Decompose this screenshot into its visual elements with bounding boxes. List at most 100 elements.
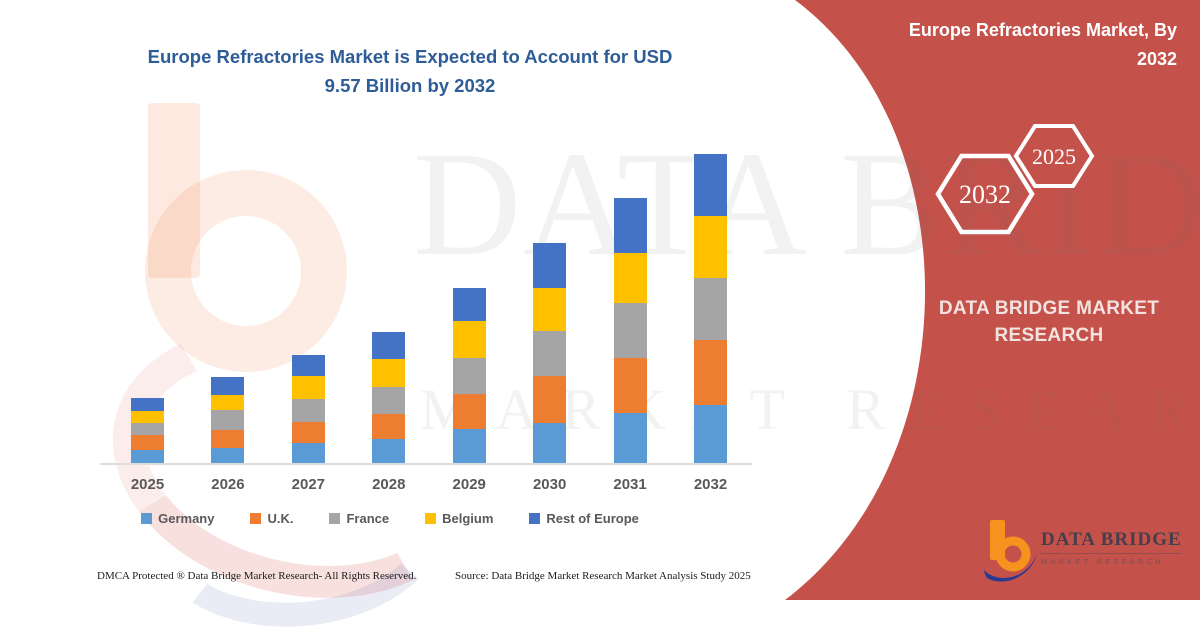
- stacked-bar-2029: [452, 288, 486, 465]
- legend-item-germany: Germany: [141, 511, 214, 526]
- bar-segment-2032-germany: [694, 405, 727, 465]
- bar-segment-2029-belgium: [452, 321, 486, 358]
- bar-segment-2025-france: [131, 423, 164, 435]
- data-bridge-logo-icon: [984, 520, 1037, 582]
- bar-segment-2029-rest-of-europe: [452, 288, 486, 321]
- chart-title-line2: 9.57 Billion by 2032: [324, 75, 496, 96]
- bar-segment-2027-rest-of-europe: [291, 355, 325, 376]
- legend-label: Germany: [158, 511, 215, 526]
- legend-swatch: [425, 513, 437, 524]
- panel-title: Europe Refractories Market, By 2032: [847, 16, 1177, 74]
- x-tick-2030: 2030: [532, 476, 567, 493]
- bar-segment-2027-u-k-: [291, 422, 325, 443]
- legend-label: Belgium: [442, 511, 494, 526]
- bar-segment-2032-u-k-: [694, 340, 727, 405]
- bar-segment-2029-france: [452, 358, 486, 394]
- bar-segment-2031-u-k-: [613, 358, 647, 413]
- hexagon-2032: [935, 153, 1035, 235]
- stacked-bar-2030: [533, 243, 567, 465]
- chart-area: Europe Refractories Market is Expected t…: [97, 42, 752, 582]
- hexagon-2025-label: 2025: [1032, 144, 1076, 169]
- bar-segment-2031-germany: [613, 413, 647, 465]
- chart-title-line1: Europe Refractories Market is Expected t…: [147, 46, 673, 67]
- chart-legend: Germany U.K. France Belgium Rest of Europe: [100, 511, 680, 526]
- x-axis-line: [100, 463, 752, 465]
- x-tick-2028: 2028: [372, 476, 406, 493]
- right-panel: Europe Refractories Market, By 2032 2032…: [847, 16, 1183, 586]
- bar-segment-2030-belgium: [533, 288, 567, 331]
- legend-swatch: [141, 513, 153, 524]
- footer-source-text: Source: Data Bridge Market Research Mark…: [455, 570, 751, 582]
- bar-segment-2031-rest-of-europe: [613, 198, 647, 253]
- legend-label: U.K.: [267, 511, 294, 526]
- stacked-bar-2026: [211, 377, 245, 465]
- bar-segment-2028-belgium: [372, 359, 406, 387]
- bar-segment-2026-france: [211, 410, 245, 430]
- panel-title-line2: 2032: [1136, 49, 1177, 69]
- x-tick-2026: 2026: [211, 476, 245, 493]
- bar-segment-2032-belgium: [694, 216, 727, 278]
- bar-segment-2031-belgium: [613, 253, 647, 303]
- footer-dmca-text: DMCA Protected ® Data Bridge Market Rese…: [97, 570, 417, 582]
- panel-title-line1: Europe Refractories Market, By: [908, 20, 1177, 40]
- panel-brand-line2: RESEARCH: [994, 325, 1104, 346]
- year-hexagons: 2032 2025: [935, 124, 1095, 235]
- bar-segment-2032-rest-of-europe: [694, 154, 727, 216]
- legend-item-france: France: [329, 511, 389, 526]
- x-tick-2027: 2027: [291, 476, 326, 493]
- x-axis-labels: 2025 2026 2027 2028 2029 2030 2031 2032: [131, 476, 727, 496]
- bar-segment-2027-france: [291, 399, 325, 422]
- logo-name: DATA BRIDGE: [1041, 529, 1181, 554]
- bar-segment-2028-france: [372, 387, 406, 414]
- bar-segment-2031-france: [613, 303, 647, 358]
- chart-plot: [131, 150, 727, 465]
- stacked-bar-2028: [372, 332, 406, 465]
- right-panel-shape: [785, 0, 1200, 600]
- legend-swatch: [250, 513, 262, 524]
- legend-item-rest-of-europe: Rest of Europe: [529, 511, 639, 526]
- bar-segment-2027-germany: [291, 443, 325, 465]
- logo-tagline: MARKET RESEARCH: [1041, 557, 1164, 566]
- bar-segment-2032-france: [694, 278, 727, 340]
- bar-segment-2030-rest-of-europe: [533, 243, 567, 288]
- bar-segment-2029-germany: [452, 429, 486, 465]
- legend-item-belgium: Belgium: [425, 511, 493, 526]
- data-bridge-logo: DATA BRIDGE MARKET RESEARCH: [983, 520, 1183, 586]
- hexagon-2032-label: 2032: [959, 180, 1011, 209]
- legend-label: Rest of Europe: [546, 511, 639, 526]
- x-tick-2032: 2032: [693, 476, 728, 493]
- bar-segment-2027-belgium: [291, 376, 325, 399]
- stacked-bar-2032: [694, 154, 727, 465]
- bar-segment-2025-belgium: [131, 411, 164, 423]
- bar-segment-2028-rest-of-europe: [372, 332, 406, 359]
- logo-blue-swoosh: [984, 554, 1037, 582]
- bar-segment-2026-germany: [211, 448, 245, 465]
- logo-text: DATA BRIDGE MARKET RESEARCH: [1041, 529, 1181, 566]
- hexagon-2025: [1013, 124, 1095, 188]
- stacked-bar-2027: [291, 355, 325, 465]
- bar-segment-2028-u-k-: [372, 414, 406, 439]
- chart-title: Europe Refractories Market is Expected t…: [130, 42, 690, 100]
- bar-segment-2030-germany: [533, 423, 567, 465]
- panel-brand-text: DATA BRIDGE MARKET RESEARCH: [935, 295, 1163, 349]
- bar-segment-2025-germany: [131, 450, 164, 465]
- stacked-bar-2025: [131, 398, 164, 465]
- bar-segment-2026-u-k-: [211, 430, 245, 448]
- bar-segment-2030-u-k-: [533, 376, 567, 423]
- legend-swatch: [529, 513, 541, 524]
- x-tick-2025: 2025: [130, 476, 165, 493]
- x-tick-2031: 2031: [613, 476, 647, 493]
- bar-segment-2029-u-k-: [452, 394, 486, 429]
- bar-segment-2028-germany: [372, 439, 406, 465]
- legend-label: France: [346, 511, 390, 526]
- bar-segment-2026-belgium: [211, 395, 245, 410]
- bar-segment-2025-u-k-: [131, 435, 164, 450]
- logo-b-bowl: [995, 536, 1031, 572]
- bar-segment-2026-rest-of-europe: [211, 377, 245, 395]
- bar-segment-2030-france: [533, 331, 567, 376]
- panel-brand-line1: DATA BRIDGE MARKET: [938, 298, 1160, 319]
- bar-segment-2025-rest-of-europe: [131, 398, 164, 411]
- legend-swatch: [329, 513, 341, 524]
- x-tick-2029: 2029: [452, 476, 486, 493]
- stacked-bar-2031: [613, 198, 647, 465]
